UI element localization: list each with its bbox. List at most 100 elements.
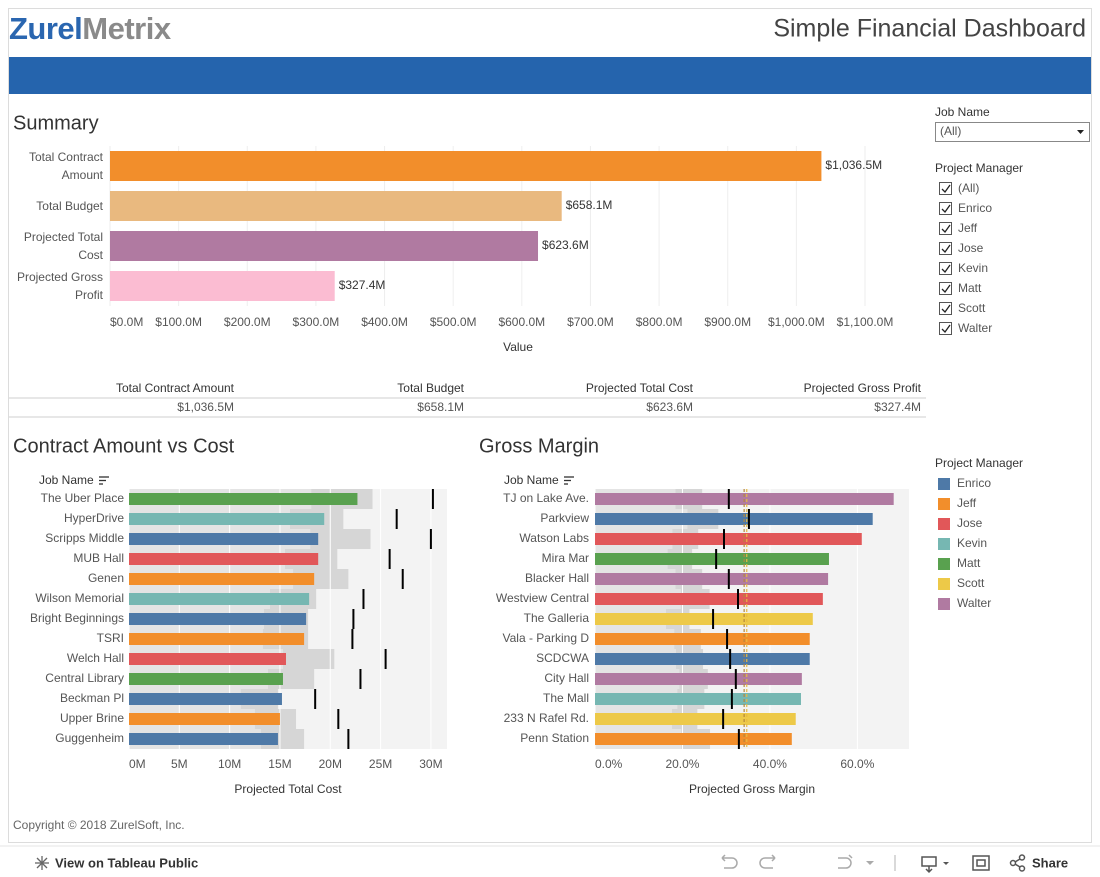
category-label: Guggenheim (55, 731, 124, 745)
header-band (9, 57, 1091, 94)
bar (110, 151, 822, 181)
logo-part: Zurel (9, 11, 82, 46)
checkbox-label: Scott (958, 301, 986, 315)
checkbox[interactable] (939, 202, 952, 215)
bar (129, 693, 282, 705)
x-axis-label: Value (503, 340, 533, 354)
checkbox[interactable] (939, 322, 952, 335)
category-label: 233 N Rafel Rd. (504, 711, 589, 725)
bar (129, 613, 307, 625)
filter-label: Job Name (935, 105, 990, 119)
x-tick-label: $1,100.0M (837, 315, 894, 329)
copyright: Copyright © 2018 ZurelSoft, Inc. (13, 818, 185, 832)
legend-swatch (938, 558, 950, 570)
checkmark (941, 264, 951, 274)
checkbox-label: Kevin (958, 261, 988, 275)
category-label: The Galleria (524, 611, 590, 625)
bar (129, 493, 358, 505)
checkmark (941, 244, 951, 254)
checkbox[interactable] (939, 262, 952, 275)
bar (595, 673, 802, 685)
band (282, 649, 335, 669)
tableau-icon[interactable] (35, 856, 49, 870)
filter-label: Project Manager (935, 161, 1023, 175)
legend-swatch (938, 538, 950, 550)
checkbox-label: (All) (958, 181, 979, 195)
checkbox[interactable] (939, 242, 952, 255)
category-label: Westview Central (496, 591, 589, 605)
dropdown-arrow (1077, 130, 1084, 134)
bar (129, 713, 280, 725)
x-tick-label: $600.0M (498, 315, 545, 329)
bar (595, 513, 873, 525)
category-label: MUB Hall (73, 551, 124, 565)
checkbox-label: Jose (958, 241, 984, 255)
category-label: Parkview (540, 511, 589, 525)
category-label: Total Contract Amount (28, 150, 103, 182)
x-tick-label: $0.0M (110, 315, 143, 329)
bar (595, 633, 810, 645)
checkbox-label: Jeff (958, 221, 978, 235)
x-tick-label: $500.0M (430, 315, 477, 329)
category-label: Bright Beginnings (30, 611, 124, 625)
legend-label: Scott (957, 576, 985, 590)
legend-swatch (938, 578, 950, 590)
x-tick-label: $700.0M (567, 315, 614, 329)
checkmark (941, 324, 951, 334)
logo-part: Metrix (82, 11, 172, 46)
chart-title: Summary (13, 112, 99, 134)
bar (129, 733, 278, 745)
category-label: Penn Station (520, 731, 589, 745)
checkbox-label: Walter (958, 321, 992, 335)
view-on-tableau[interactable]: View on Tableau Public (55, 855, 198, 870)
x-tick-label: 15M (268, 757, 291, 771)
bar (129, 653, 286, 665)
checkmark (941, 204, 951, 214)
legend-swatch (938, 598, 950, 610)
table-cell: $1,036.5M (177, 400, 234, 414)
toolbar-icons[interactable] (721, 854, 1026, 874)
category-label-box: Total Contract Amount (28, 150, 103, 182)
checkbox-label: Matt (958, 281, 982, 295)
category-label: Welch Hall (67, 651, 124, 665)
checkbox[interactable] (939, 282, 952, 295)
category-label: City Hall (544, 671, 589, 685)
bar (110, 231, 539, 261)
bar (129, 593, 310, 605)
checkbox[interactable] (939, 182, 952, 195)
band (310, 529, 371, 549)
x-tick-label: 25M (369, 757, 392, 771)
dropdown[interactable] (935, 122, 1090, 142)
bar (595, 733, 792, 745)
checkmark (941, 304, 951, 314)
legend-swatch (938, 518, 950, 530)
x-tick-label: $200.0M (224, 315, 271, 329)
bar (595, 533, 862, 545)
x-tick-label: $1,000.0M (768, 315, 825, 329)
category-label: The Uber Place (41, 491, 125, 505)
bar (129, 513, 325, 525)
checkbox[interactable] (939, 222, 952, 235)
share-button[interactable]: Share (1032, 855, 1068, 870)
x-tick-label: 60.0% (840, 757, 874, 771)
category-label: Watson Labs (519, 531, 589, 545)
x-tick-label: 20.0% (665, 757, 699, 771)
category-label: Total Budget (36, 199, 103, 213)
bar (129, 533, 319, 545)
checkbox[interactable] (939, 302, 952, 315)
x-tick-label: 10M (218, 757, 241, 771)
bar (595, 653, 810, 665)
category-label: Wilson Memorial (35, 591, 124, 605)
category-label: Projected Gross Profit (16, 270, 103, 302)
checkmark (941, 284, 951, 294)
bar (595, 713, 796, 725)
checkmark (941, 184, 951, 194)
column-header: Job Name (39, 473, 94, 487)
category-label: Upper Brine (60, 711, 124, 725)
bar (129, 573, 315, 585)
x-axis-label: Projected Gross Margin (689, 782, 815, 796)
legend-label: Walter (957, 596, 991, 610)
value-label: $623.6M (542, 238, 589, 252)
x-tick-label: $800.0M (636, 315, 683, 329)
